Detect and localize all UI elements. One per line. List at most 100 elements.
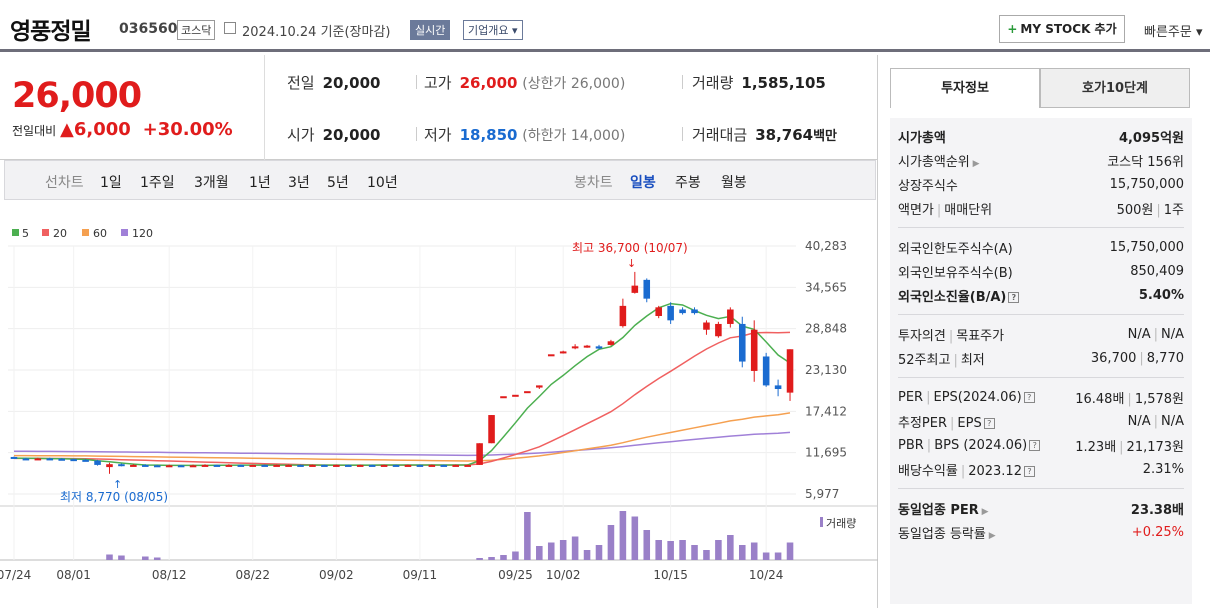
mystock-label: MY STOCK 추가 (1020, 22, 1117, 36)
high-label: 고가 (424, 74, 452, 92)
tab-orderbook[interactable]: 호가10단계 (1040, 68, 1190, 108)
trade-amount: 거래대금 38,764백만 (692, 124, 837, 145)
min-label: 최저 8,770 (08/05) (60, 490, 168, 504)
tab-1week[interactable]: 1주일 (140, 175, 175, 191)
candle-body (333, 464, 340, 467)
shares-label: 상장주식수 (898, 178, 958, 194)
est-per-row: 추정PER | EPS? N/A | N/A (898, 413, 1184, 431)
candle-body (297, 464, 304, 467)
candle-body (428, 464, 436, 467)
help-icon[interactable]: ? (1029, 439, 1041, 451)
candle-body (667, 305, 674, 321)
divider (416, 127, 417, 141)
candle-body (464, 464, 471, 467)
candle-body (512, 394, 519, 397)
candles (10, 271, 794, 474)
quote-date: 2024.10.24 기준(장마감) (242, 25, 391, 40)
volume-bar (619, 511, 627, 560)
ma5-swatch (12, 229, 19, 236)
stock-chart[interactable]: 5 20 60 120 40,283 34,565 28,848 23,130 17,4… (0, 222, 878, 608)
x-tick-label: 10/24 (749, 568, 784, 582)
candle-body (559, 351, 567, 354)
tab-investment-info[interactable]: 투자정보 (890, 68, 1040, 108)
candle-body (273, 464, 280, 467)
low-price: 저가 18,850 (하한가 14,000) (424, 124, 625, 145)
open-value: 20,000 (322, 126, 381, 144)
foreign-limit-value: 15,750,000 (1109, 239, 1184, 255)
pbr-value: 1.23배 (1075, 439, 1117, 455)
tab-monthly[interactable]: 월봉 (721, 175, 747, 191)
investment-info-panel: 투자정보 호가10단계 시가총액 4,095억원 시가총액순위 ▶ 코스닥 156위… (890, 68, 1192, 604)
prev-value: 20,000 (322, 74, 381, 92)
info-table: 시가총액 4,095억원 시가총액순위 ▶ 코스닥 156위 상장주식수 15,750… (890, 118, 1192, 604)
tab-3month[interactable]: 3개월 (194, 175, 229, 191)
market-cap-rank-row[interactable]: 시가총액순위 ▶ 코스닥 156위 (898, 148, 1184, 172)
est-per-value: N/A (1127, 413, 1151, 429)
y-tick-label: 17,412 (805, 404, 847, 418)
prev-label: 전일 (287, 74, 315, 92)
up-arrow-icon: ↑ (113, 478, 122, 491)
sector-chg-label: 동일업종 등락률 (898, 526, 986, 542)
candle-body (130, 464, 137, 467)
tab-3year[interactable]: 3년 (288, 175, 310, 191)
realtime-button[interactable]: 실시간 (410, 20, 451, 40)
candle-body (118, 464, 125, 467)
company-info-dropdown[interactable]: 기업개요 ▾ (463, 20, 523, 40)
y-tick-label: 40,283 (805, 239, 847, 253)
up-arrow-icon: ▲ (60, 119, 74, 140)
foreign-ratio-label: 외국인소진율(B/A) (898, 289, 1007, 305)
divider (682, 127, 683, 141)
y-tick-label: 28,848 (805, 322, 847, 336)
candle-body (368, 464, 376, 467)
eps-label: EPS(2024.06) (933, 389, 1022, 405)
tab-10year[interactable]: 10년 (367, 175, 398, 191)
market-cap-label: 시가총액 (898, 130, 946, 146)
candle-body (595, 346, 603, 349)
quick-order-button[interactable]: 빠른주문 ▾ (1144, 21, 1203, 40)
candle-body (404, 464, 412, 467)
volume-legend-label: 거래량 (826, 517, 856, 530)
candle-body (631, 285, 639, 293)
sector-per-row[interactable]: 동일업종 PER ▶ 23.38배 (898, 496, 1184, 520)
candle-body (440, 464, 448, 467)
volume-bar (524, 512, 531, 560)
sector-per-label: 동일업종 PER (898, 502, 979, 518)
volume-bar (547, 542, 555, 560)
tab-5year[interactable]: 5년 (327, 175, 349, 191)
help-icon[interactable]: ? (1023, 465, 1035, 477)
help-icon[interactable]: ? (983, 417, 995, 429)
low-label: 저가 (424, 126, 452, 144)
w52-row: 52주최고 | 최저 36,700 | 8,770 (898, 350, 1184, 368)
line-chart-label: 선차트 (45, 175, 84, 191)
sector-change-row[interactable]: 동일업종 등락률 ▶ +0.25% (898, 520, 1184, 544)
volume-value: 1,585,105 (741, 74, 826, 92)
stock-header: 영풍정밀 036560 코스닥 2024.10.24 기준(장마감) 실시간 기… (0, 0, 1210, 52)
help-icon[interactable]: ? (1023, 391, 1035, 403)
volume-bar (595, 545, 603, 560)
rank-label: 시가총액순위 (898, 154, 970, 170)
foreign-limit-row: 외국인한도주식수(A) 15,750,000 (898, 235, 1184, 259)
tab-daily[interactable]: 일봉 (630, 175, 656, 191)
chart-svg: 5 20 60 120 40,283 34,565 28,848 23,130 17,4… (0, 227, 878, 582)
tab-1day[interactable]: 1일 (100, 175, 122, 191)
candle-body (703, 322, 710, 330)
pbr-row: PBR | BPS (2024.06)? 1.23배 | 21,173원 (898, 437, 1184, 455)
volume-bar (142, 556, 149, 560)
amount-value: 38,764 (755, 126, 814, 144)
tab-weekly[interactable]: 주봉 (675, 175, 701, 191)
tab-1year[interactable]: 1년 (249, 175, 271, 191)
candle-body (380, 464, 388, 467)
help-icon[interactable]: ? (1008, 291, 1020, 303)
candle-body (70, 459, 77, 462)
div-year: 2023.12 (968, 463, 1022, 479)
eps-value: 1,578원 (1134, 391, 1184, 407)
chart-axes: 40,283 34,565 28,848 23,130 17,412 11,695 5,97… (0, 239, 847, 582)
volume: 거래량 1,585,105 (692, 72, 826, 93)
candle-body (201, 464, 209, 467)
x-tick-label: 08/12 (152, 568, 187, 582)
divider (682, 75, 683, 89)
candle-body (177, 465, 185, 468)
target-value: N/A (1161, 326, 1184, 342)
down-arrow-icon: ↓ (627, 257, 636, 270)
mystock-add-button[interactable]: + MY STOCK 추가 (999, 15, 1125, 43)
